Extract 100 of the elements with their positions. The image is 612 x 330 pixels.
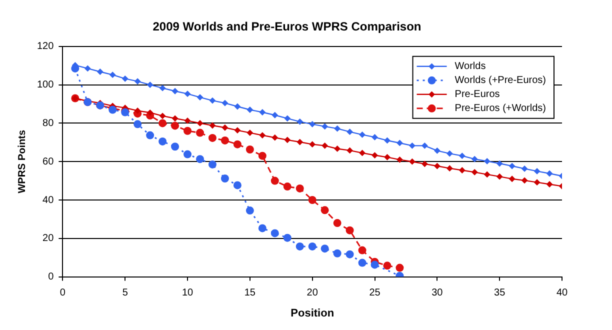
point — [184, 118, 191, 124]
point — [309, 120, 316, 128]
point — [246, 146, 254, 154]
point — [346, 147, 353, 154]
point — [333, 249, 342, 258]
point — [284, 136, 291, 144]
point — [196, 120, 204, 126]
point — [96, 68, 104, 75]
point — [320, 244, 329, 253]
point — [308, 242, 316, 250]
x-tick-label: 25 — [369, 288, 381, 299]
point — [359, 150, 366, 156]
point — [283, 234, 292, 242]
point — [521, 177, 528, 184]
x-axis-title: Position — [290, 307, 334, 320]
point — [322, 123, 328, 130]
point — [259, 109, 266, 116]
point — [159, 112, 166, 120]
point — [184, 126, 192, 135]
point — [272, 134, 278, 141]
point — [134, 108, 141, 114]
legend-label: Pre-Euros (+Worlds) — [454, 103, 546, 114]
legend-label: Worlds (+Pre-Euros) — [454, 75, 546, 86]
point — [308, 196, 316, 204]
point — [134, 78, 141, 85]
point — [370, 260, 379, 269]
point — [272, 112, 278, 118]
y-tick-label: 100 — [36, 80, 54, 91]
point — [233, 181, 242, 190]
point — [359, 132, 366, 138]
point — [383, 262, 392, 270]
y-tick-label: 120 — [36, 41, 54, 52]
point — [171, 122, 180, 130]
point — [296, 138, 304, 146]
point — [270, 229, 279, 238]
point — [409, 158, 416, 165]
point — [471, 168, 478, 176]
x-tick-label: 30 — [432, 288, 444, 299]
point — [122, 75, 128, 82]
point — [346, 128, 353, 136]
point — [158, 119, 167, 128]
point — [184, 90, 191, 98]
point — [508, 162, 516, 170]
point — [384, 154, 390, 160]
point — [146, 109, 154, 116]
point — [209, 122, 216, 129]
x-tick-label: 5 — [122, 288, 128, 299]
point — [458, 167, 466, 174]
point — [421, 142, 428, 149]
y-tick-label: 60 — [42, 156, 54, 168]
point — [296, 242, 304, 250]
point — [172, 115, 178, 122]
point — [471, 156, 478, 162]
point — [346, 250, 354, 258]
point — [134, 120, 142, 128]
legend-label: Pre-Euros — [454, 89, 500, 100]
point — [284, 115, 291, 122]
point — [258, 152, 266, 160]
point — [222, 100, 228, 106]
point — [508, 176, 516, 182]
point — [496, 173, 503, 180]
point — [184, 150, 192, 158]
point — [146, 82, 154, 88]
point — [396, 156, 403, 163]
point — [534, 179, 540, 186]
point — [434, 162, 440, 170]
point — [496, 160, 503, 167]
point — [234, 103, 241, 110]
point — [334, 125, 341, 132]
x-tick-label: 40 — [556, 288, 568, 299]
point — [358, 258, 366, 267]
point — [220, 136, 229, 144]
point — [234, 127, 241, 134]
point — [222, 124, 228, 131]
point — [196, 155, 204, 164]
point — [446, 165, 453, 172]
point — [196, 128, 204, 137]
chart-title: 2009 Worlds and Pre-Euros WPRS Comparison — [152, 20, 422, 34]
point — [233, 140, 242, 148]
legend-label: Worlds — [454, 61, 486, 72]
point — [109, 72, 116, 78]
point — [372, 152, 378, 158]
x-tick-label: 10 — [182, 288, 194, 299]
point — [534, 168, 540, 174]
point — [322, 142, 328, 149]
point — [84, 65, 91, 72]
y-tick-label: 80 — [42, 118, 54, 129]
point — [270, 176, 279, 185]
point — [334, 146, 341, 152]
point — [421, 160, 428, 168]
point — [346, 226, 354, 234]
point — [396, 140, 403, 146]
point — [358, 246, 366, 254]
point — [208, 160, 216, 168]
x-tick-label: 15 — [244, 288, 256, 299]
x-tick-label: 20 — [306, 288, 318, 299]
point — [172, 88, 178, 94]
point — [446, 150, 453, 157]
point — [320, 206, 329, 214]
point — [171, 142, 180, 151]
